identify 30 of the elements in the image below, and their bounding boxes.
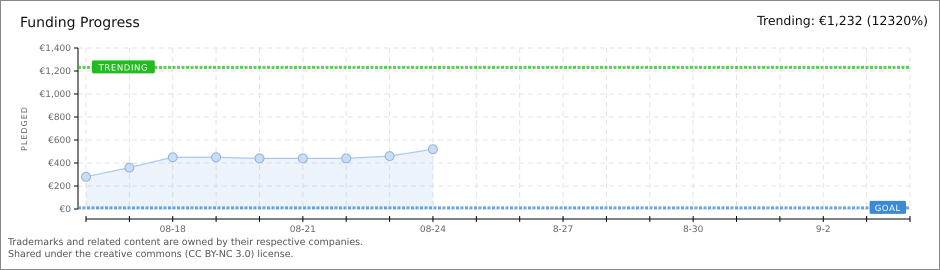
- y-tick-label: €600: [48, 136, 72, 146]
- text: Trending: €1,232 (12320%): [756, 13, 928, 28]
- y-tick-label: €1,200: [40, 67, 72, 78]
- x-tick-label: 8-27: [552, 225, 574, 235]
- point: [168, 152, 178, 162]
- chart-title: Funding Progress: [20, 15, 140, 31]
- x-tick-label: 08-18: [160, 225, 186, 235]
- y-axis-title: PLEDGED: [20, 106, 29, 151]
- text: Trademarks and related content are owned by their respective companies.: [7, 237, 364, 248]
- x-tick-label: 9-2: [816, 225, 831, 235]
- y-tick-label: €800: [48, 113, 72, 124]
- y-tick-label: €1,000: [40, 90, 72, 100]
- point: [428, 144, 438, 154]
- point: [211, 152, 222, 162]
- y-tick-label: €0: [60, 205, 72, 216]
- x-tick-label: 08-21: [290, 225, 316, 235]
- point: [384, 151, 395, 162]
- text: Shared under the creative commons (CC BY-NC 3.0) license.: [8, 249, 294, 260]
- y-tick-label: €400: [48, 159, 72, 170]
- ref-line-label: TRENDING: [98, 63, 148, 74]
- x-tick-label: 8-30: [682, 225, 704, 235]
- point: [298, 153, 308, 164]
- point: [254, 153, 264, 164]
- x-tick-label: 08-24: [420, 225, 446, 235]
- y-tick-label: €200: [48, 182, 72, 192]
- point: [81, 172, 91, 182]
- ref-line-label: GOAL: [874, 204, 901, 214]
- point: [124, 162, 134, 173]
- point: [341, 153, 352, 164]
- y-tick-label: €1,400: [40, 44, 72, 54]
